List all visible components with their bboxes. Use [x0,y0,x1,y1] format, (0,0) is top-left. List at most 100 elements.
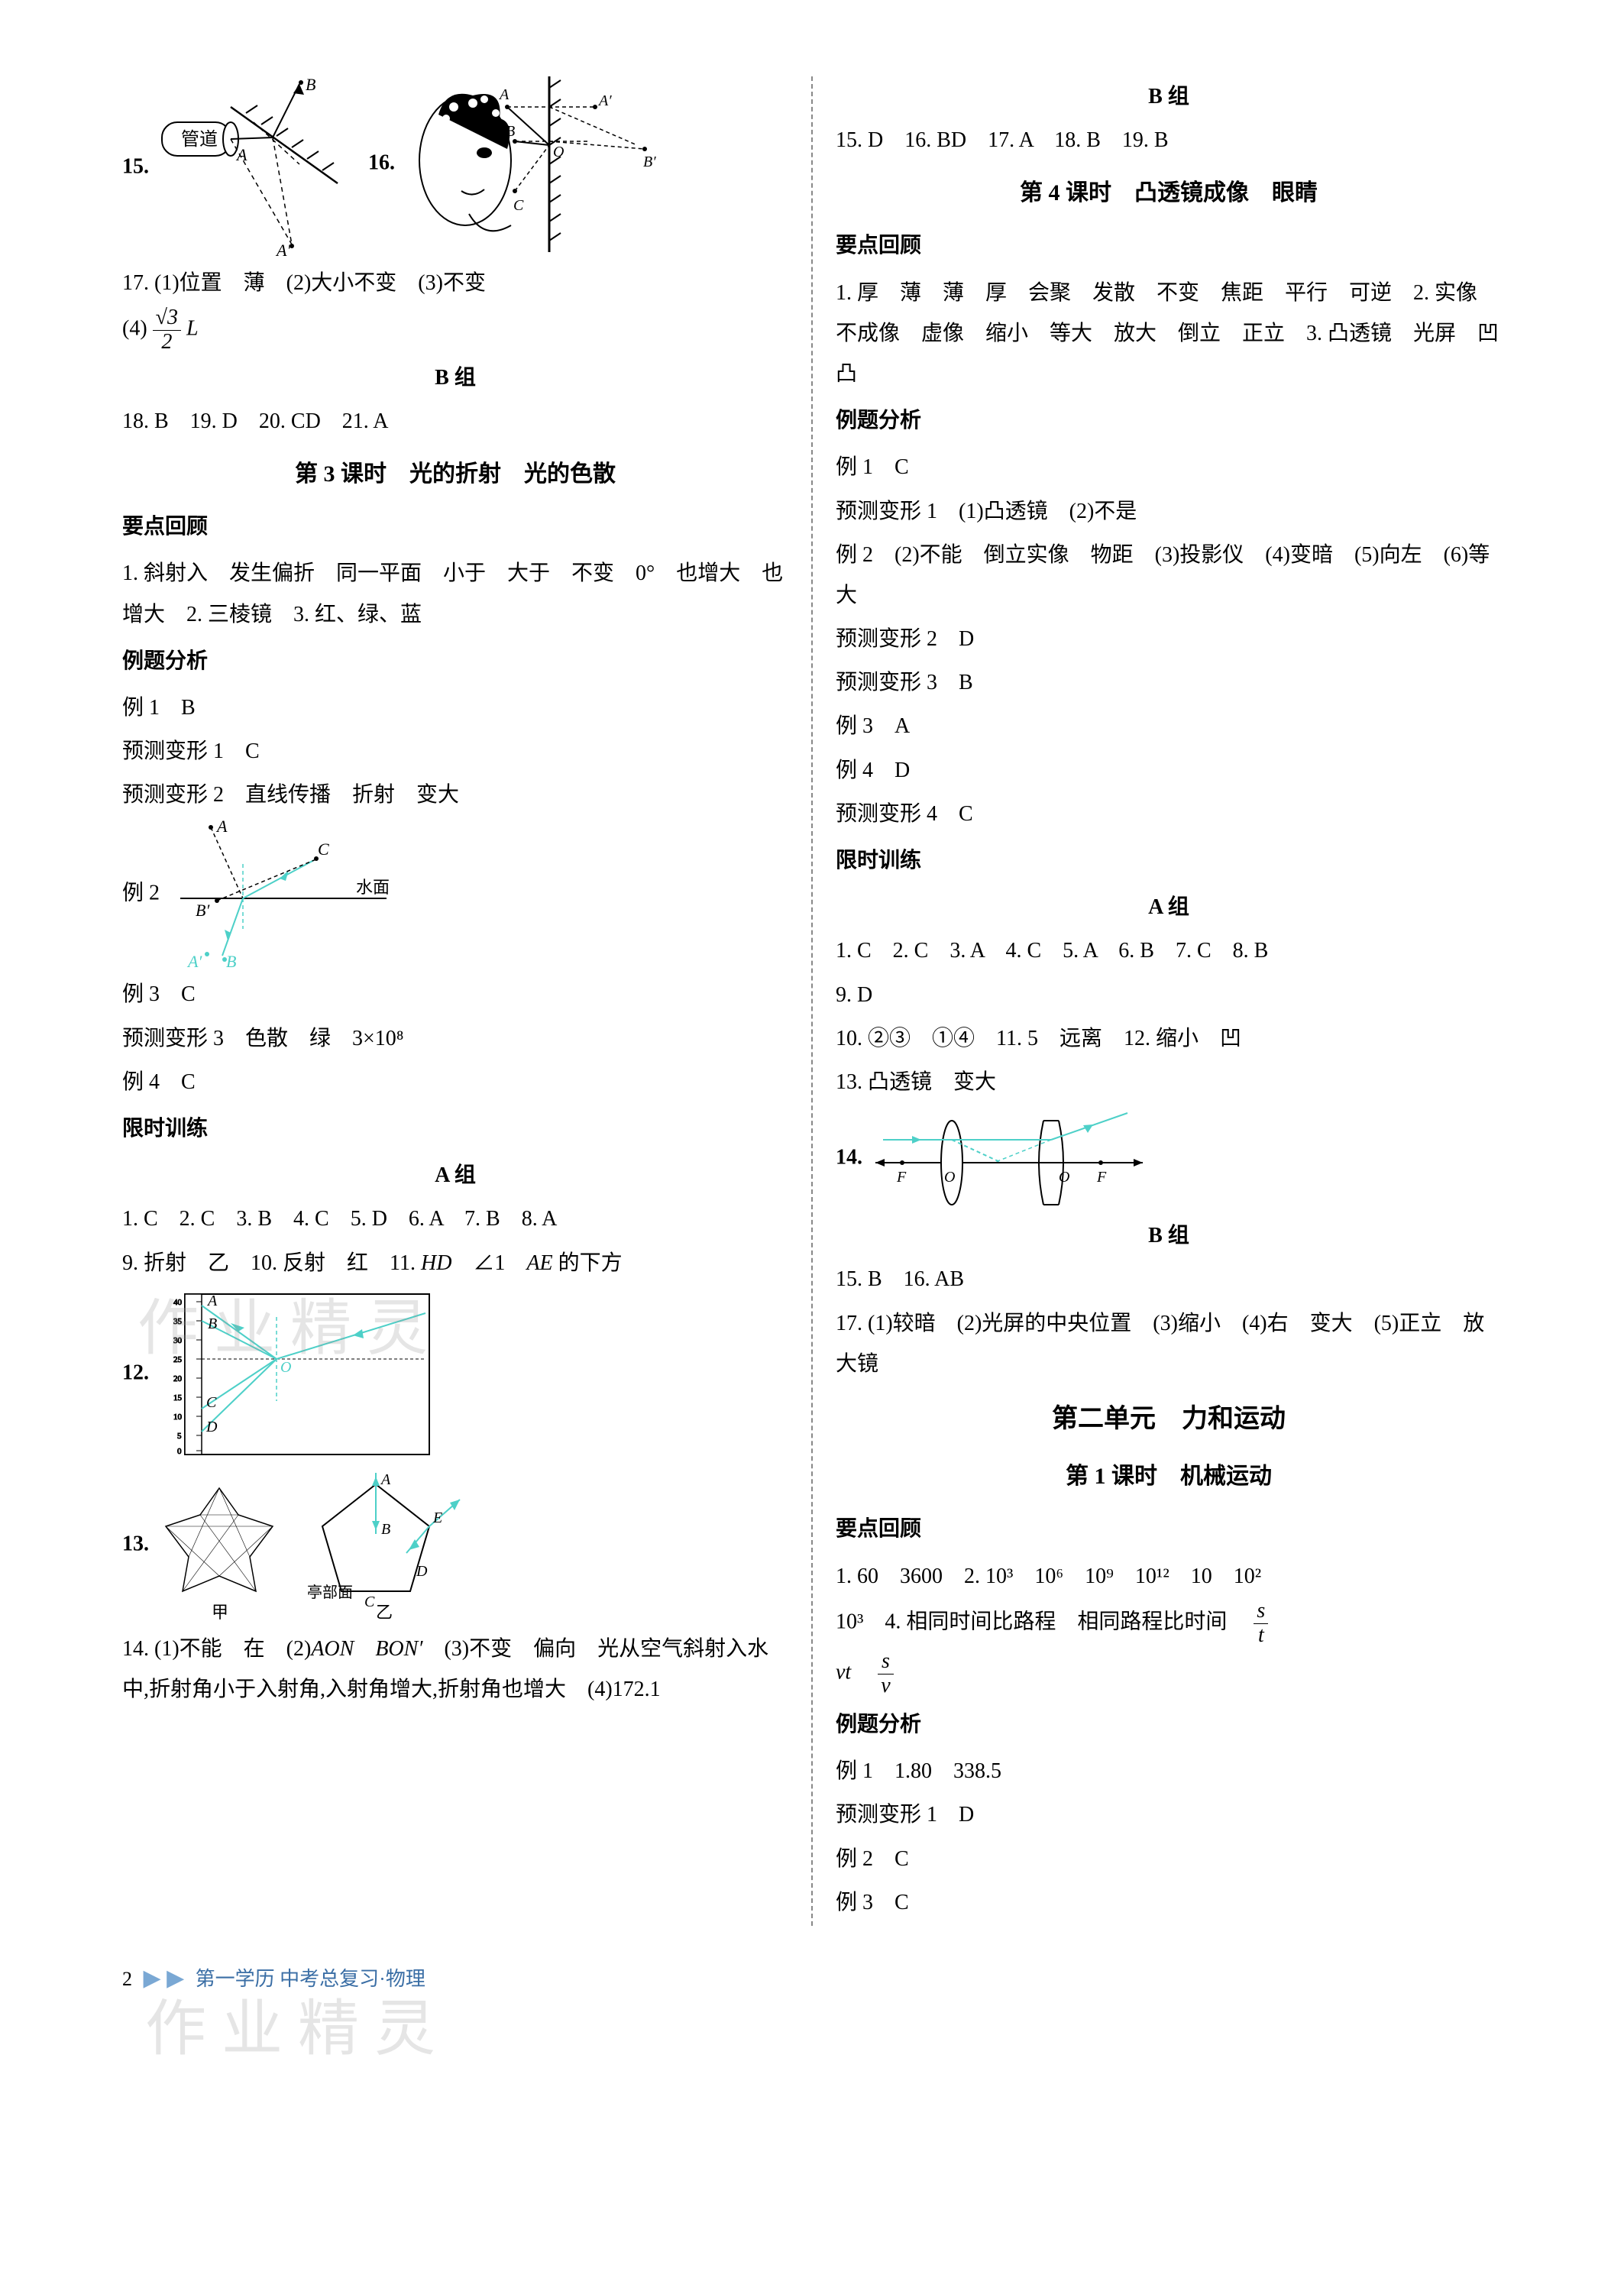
q17-line2: (4) √3 2 L [122,306,788,354]
l3-groupA: A 组 [122,1155,788,1196]
q14bon: BON′ [375,1637,422,1661]
u2-li3: 例 3 C [836,1882,1502,1923]
q14-line: 14. (1)不能 在 (2)AON BON′ (3)不变 偏向 光从空气斜射入… [122,1629,788,1710]
li2-water: 水面 [356,878,390,897]
svg-text:10: 10 [173,1412,183,1422]
footer-arrow-icon: ▶ ▶ [144,1956,185,2000]
q13-row: 13. 甲 亭部面 [122,1465,788,1626]
l4-a2: 9. D [836,975,1502,1015]
q12-row: 12. 40 35 30 25 20 15 10 5 0 [122,1286,788,1462]
r14F1: F [896,1169,907,1186]
l4-yd: 1. 厚 薄 薄 厚 会聚 发散 不变 焦距 平行 可逆 2. 实像 不成像 虚… [836,273,1502,395]
u2-yd-l2: 10³ 4. 相同时间比路程 相同路程比时间 s t [836,1600,1502,1648]
d12D: D [205,1419,218,1435]
q14p: 14. (1)不能 在 (2) [122,1637,311,1661]
diag-li2-svg: A 水面 C B′ A′ B [165,818,409,971]
diag12-svg: 40 35 30 25 20 15 10 5 0 [154,1286,437,1462]
u2-yd-l3: vt s v [836,1650,1502,1698]
d12A: A [206,1293,218,1309]
svg-text:15: 15 [173,1393,183,1403]
l3-xianshi: 限时训练 [122,1108,788,1149]
svg-text:25: 25 [173,1355,183,1364]
d13E: E [432,1509,442,1526]
svg-text:0: 0 [177,1447,182,1456]
l3-li3: 例 3 C [122,974,788,1014]
u2-lesson1: 第 1 课时 机械运动 [836,1454,1502,1498]
l4-b1: 15. B 16. AB [836,1259,1502,1299]
r14O2: O [1059,1169,1069,1186]
r-q14-row: 14. F O O F [836,1105,1502,1212]
svg-text:5: 5 [177,1432,182,1441]
l4-a1: 1. C 2. C 3. A 4. C 5. A 6. B 7. C 8. B [836,930,1502,971]
lesson3-title: 第 3 课时 光的折射 光的色散 [122,452,788,496]
d13C: C [364,1594,375,1610]
r-groupB: B 组 [836,76,1502,117]
left-column: 15. 管道 [99,76,813,1926]
fst-n: s [1254,1600,1268,1624]
diagram-r14: F O O F [868,1105,1150,1212]
d16Ap: A′ [597,92,612,109]
l3-liti: 例题分析 [122,641,788,681]
l3-yc3: 预测变形 3 色散 绿 3×10⁸ [122,1018,788,1059]
li2-A: A [215,818,228,836]
u2-yaodian: 要点回顾 [836,1509,1502,1549]
q16-block: 16. [368,76,660,252]
u2-li1: 例 1 1.80 338.5 [836,1751,1502,1791]
frac-st: s t [1254,1600,1268,1648]
q13-label: 13. [122,1532,149,1555]
l4-li3: 例 3 A [836,706,1502,746]
q17-4-prefix: (4) [122,317,147,341]
q17-L: L [186,317,199,341]
frac-den: 2 [153,331,181,354]
d12C: C [206,1394,217,1411]
l4-a3: 10. ②③ ①④ 11. 5 远离 12. 缩小 凹 [836,1018,1502,1059]
q12-label: 12. [122,1361,149,1384]
u2-yd-l1: 1. 60 3600 2. 10³ 10⁶ 10⁹ 10¹² 10 10² [836,1556,1502,1597]
r-b1: 15. D 16. BD 17. A 18. B 19. B [836,120,1502,160]
diagram-12: 40 35 30 25 20 15 10 5 0 [154,1286,437,1462]
d13A: A [380,1471,391,1488]
diag-r14-svg: F O O F [868,1105,1150,1212]
li2-C: C [318,840,329,859]
li2-B: B [226,952,236,971]
svg-text:20: 20 [173,1374,183,1383]
li2-Bp: B′ [196,901,210,920]
l4-b2: 17. (1)较暗 (2)光屏的中央位置 (3)缩小 (4)右 变大 (5)正立… [836,1303,1502,1384]
d16O: O [553,144,564,160]
r-q14-label: 14. [836,1146,862,1170]
diagram-13: 甲 亭部面 A B E D [154,1465,475,1626]
d16B: B [506,123,515,140]
l3a2ae: AE [526,1251,552,1275]
l3a2hd: HD [421,1251,451,1275]
l4-liti: 例题分析 [836,400,1502,441]
r14O1: O [944,1169,955,1186]
q18-21: 18. B 19. D 20. CD 21. A [122,401,788,442]
diag15-svg: 管道 B A [154,76,353,260]
l3-li4: 例 4 C [122,1062,788,1102]
l4-yaodian: 要点回顾 [836,225,1502,266]
l4-yc4: 预测变形 4 C [836,794,1502,834]
r14F2: F [1096,1169,1107,1186]
fst-d: t [1254,1624,1268,1648]
l3-a2: 9. 折射 乙 10. 反射 红 11. HD ∠1 AE 的下方 [122,1243,788,1283]
q15-label: 15. [122,154,149,178]
right-column: B 组 15. D 16. BD 17. A 18. B 19. B 第 4 课… [813,76,1525,1926]
footer: 2 ▶ ▶ 第一学历 中考总复习·物理 作业精灵 [99,1956,1525,2048]
l3-yd1: 1. 斜射入 发生偏折 同一平面 小于 大于 不变 0° 也增大 也增大 2. … [122,553,788,634]
d12O: O [280,1359,291,1376]
d16A: A [498,86,510,103]
pAp: A′ [275,241,291,260]
l4-li1: 例 1 C [836,447,1502,487]
l3a2p: 9. 折射 乙 10. 反射 红 11. [122,1251,421,1275]
fsv-n: s [878,1650,893,1675]
svg-text:30: 30 [173,1336,183,1345]
svg-text:40: 40 [173,1298,183,1307]
u2-li2: 例 2 C [836,1839,1502,1879]
diagram-15: 管道 B A [154,76,353,260]
unit2-title: 第二单元 力和运动 [836,1395,1502,1445]
u2yd2p: 10³ 4. 相同时间比路程 相同路程比时间 [836,1610,1248,1634]
d13-jia: 甲 [212,1603,228,1622]
l4-groupA: A 组 [836,887,1502,927]
l4-a4: 13. 凸透镜 变大 [836,1062,1502,1102]
pB: B [306,76,315,94]
